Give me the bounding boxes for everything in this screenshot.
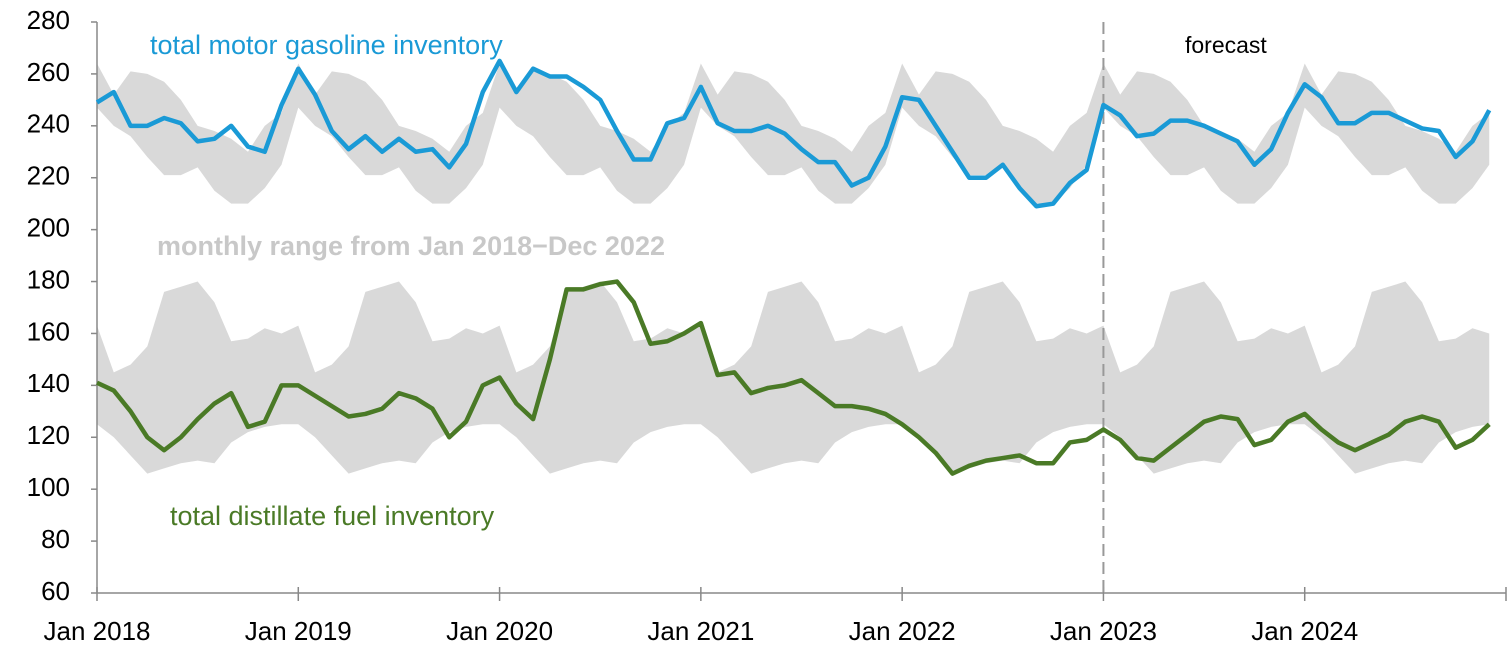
y-tick-label: 80 xyxy=(41,524,70,554)
y-tick-label: 60 xyxy=(41,576,70,606)
y-tick-label: 160 xyxy=(27,316,70,346)
y-tick-label: 100 xyxy=(27,472,70,502)
range-label: monthly range from Jan 2018−Dec 2022 xyxy=(157,231,665,261)
y-tick-label: 200 xyxy=(27,213,70,243)
range-band xyxy=(97,63,1490,204)
y-tick-label: 240 xyxy=(27,109,70,139)
series-label: total distillate fuel inventory xyxy=(170,501,495,531)
y-tick-label: 260 xyxy=(27,57,70,87)
x-tick-label: Jan 2021 xyxy=(647,616,754,646)
y-tick-label: 120 xyxy=(27,420,70,450)
y-tick-label: 220 xyxy=(27,161,70,191)
x-tick-label: Jan 2022 xyxy=(849,616,956,646)
y-tick-label: 180 xyxy=(27,264,70,294)
x-tick-label: Jan 2018 xyxy=(44,616,151,646)
series-line xyxy=(95,58,1492,209)
series-label: total motor gasoline inventory xyxy=(150,30,503,60)
x-tick-label: Jan 2019 xyxy=(245,616,352,646)
y-tick-label: 140 xyxy=(27,368,70,398)
range-band xyxy=(97,281,1490,474)
x-tick-label: Jan 2023 xyxy=(1050,616,1157,646)
y-tick-label: 280 xyxy=(27,5,70,35)
forecast-label: forecast xyxy=(1185,32,1267,58)
x-tick-label: Jan 2020 xyxy=(446,616,553,646)
series-line xyxy=(96,279,1491,476)
x-tick-label: Jan 2024 xyxy=(1251,616,1358,646)
